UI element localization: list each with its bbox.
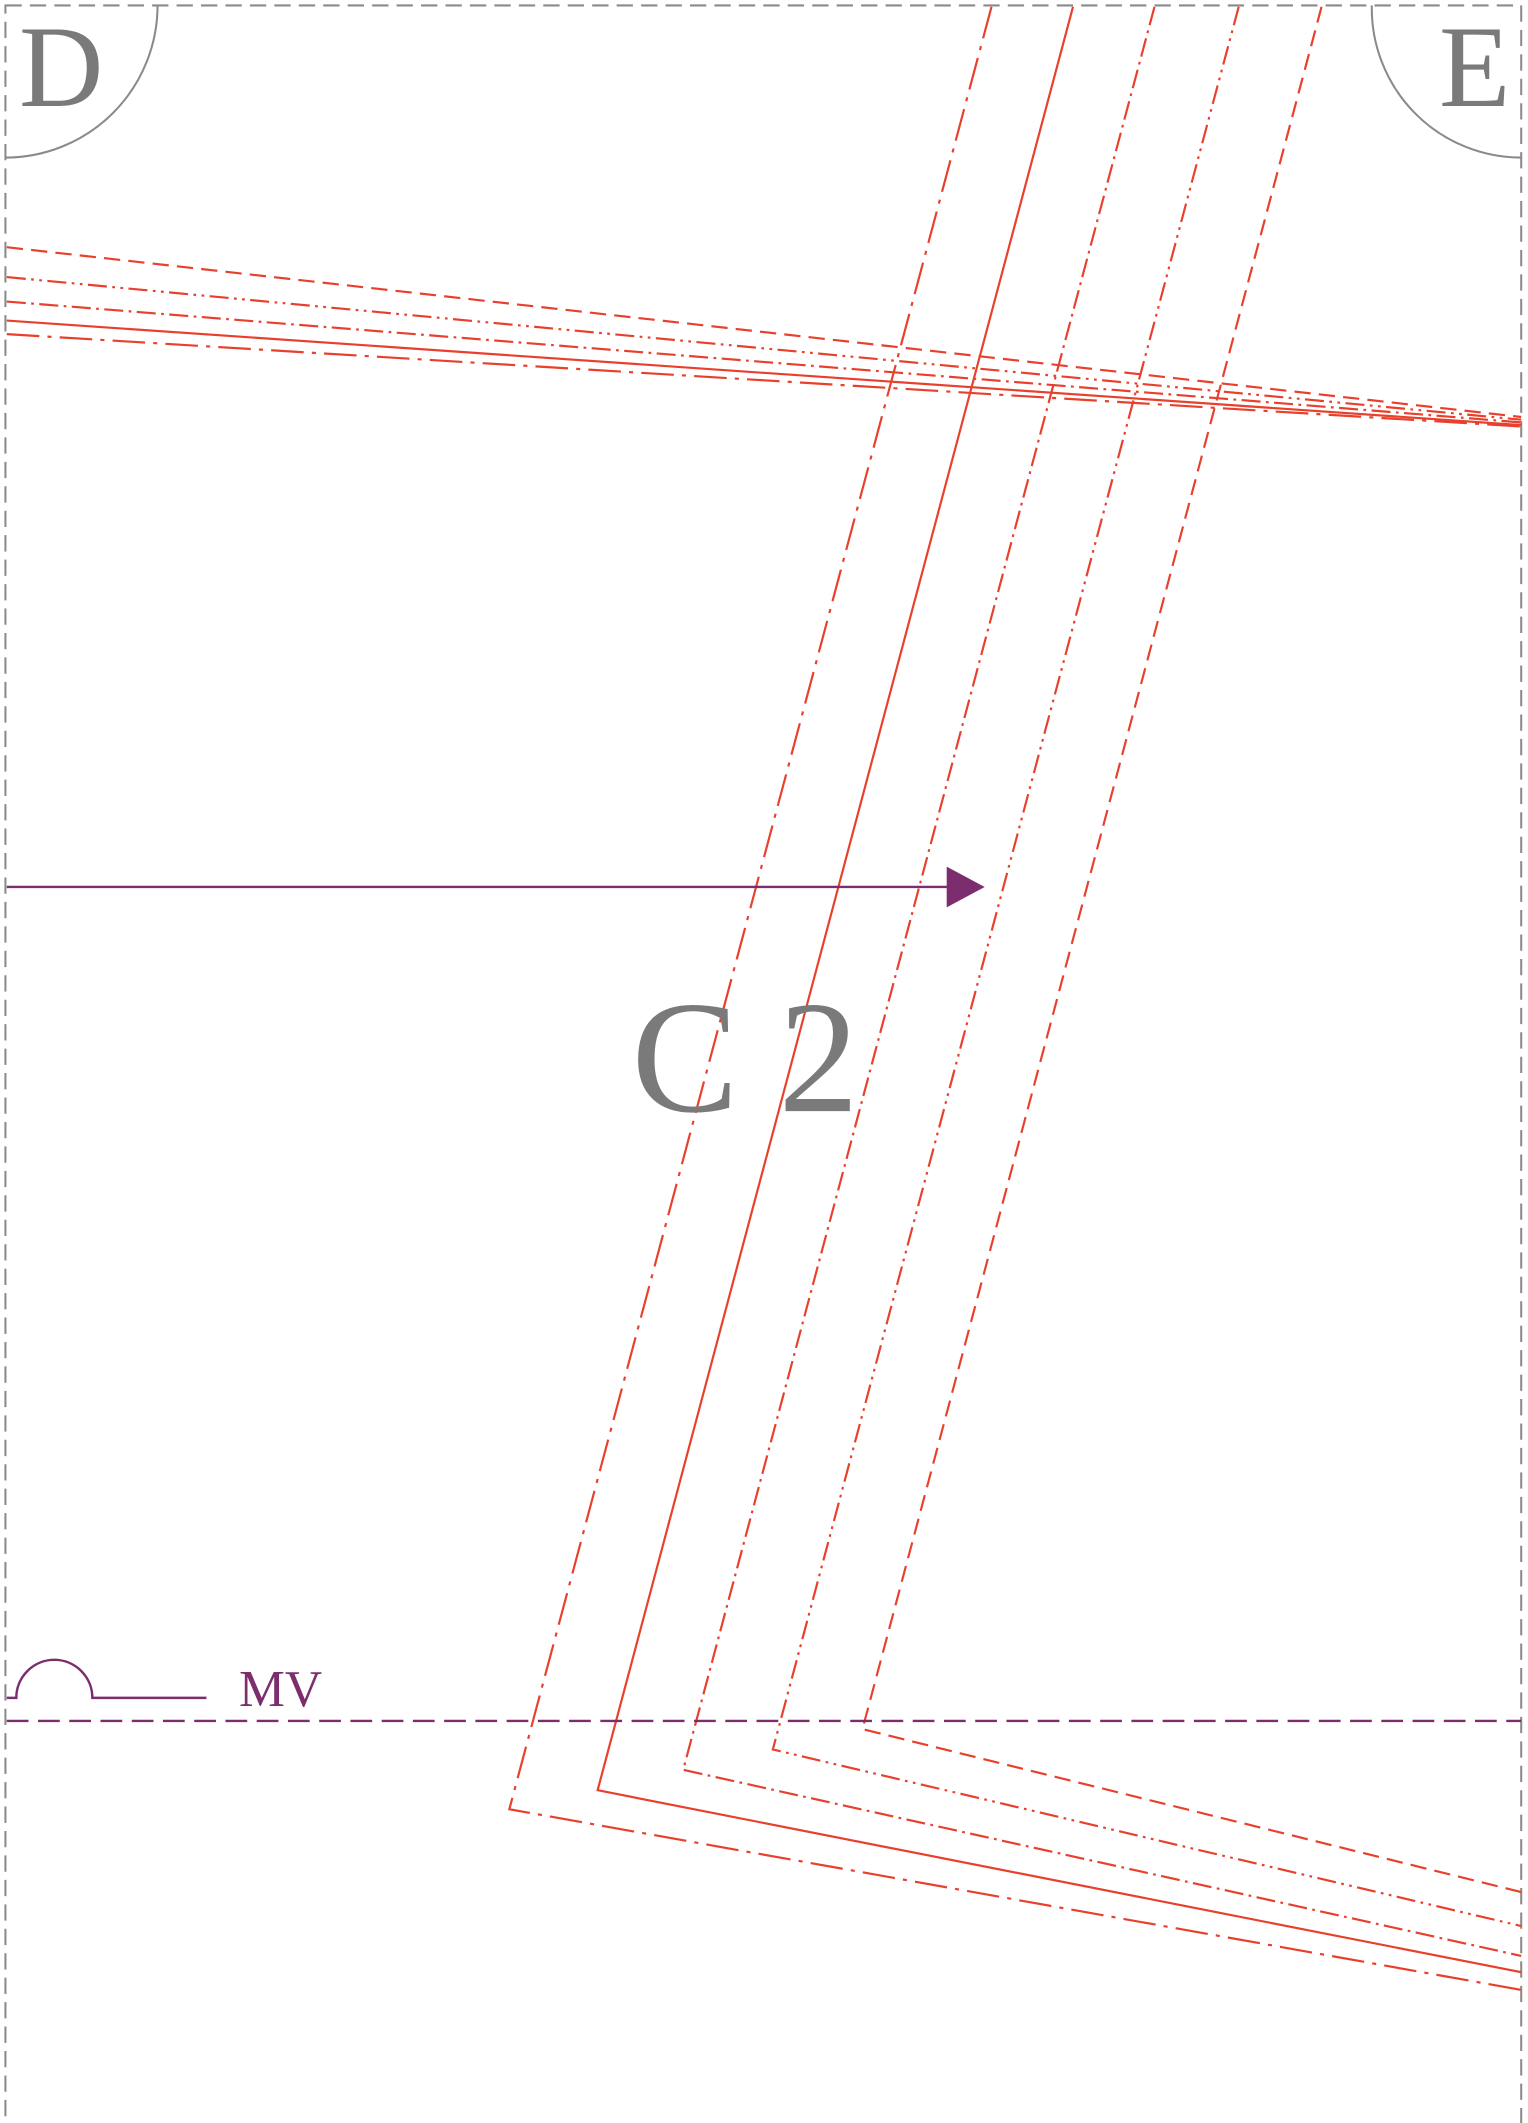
pattern-line	[596, 6, 1522, 1974]
marker-label: MV	[239, 1661, 322, 1718]
corner-label: E	[1439, 3, 1510, 132]
pattern-line	[507, 6, 1522, 1991]
pattern-line	[771, 6, 1522, 1928]
corner-arc	[1370, 5, 1522, 159]
pattern-line	[6, 300, 1522, 424]
pattern-line	[861, 6, 1522, 1894]
pattern-line	[6, 333, 1522, 428]
notch-symbol	[6, 1658, 207, 1700]
piece-label: C 2	[632, 968, 859, 1146]
grain-arrow-head	[946, 866, 985, 908]
pattern-line	[6, 276, 1522, 421]
pattern-line	[6, 246, 1522, 419]
page-border	[4, 4, 1523, 2123]
pattern-line	[681, 6, 1522, 1957]
cut-lines	[6, 6, 1522, 1991]
corner-arc	[5, 5, 159, 159]
pattern-line	[6, 319, 1522, 427]
corner-label: D	[19, 3, 103, 132]
